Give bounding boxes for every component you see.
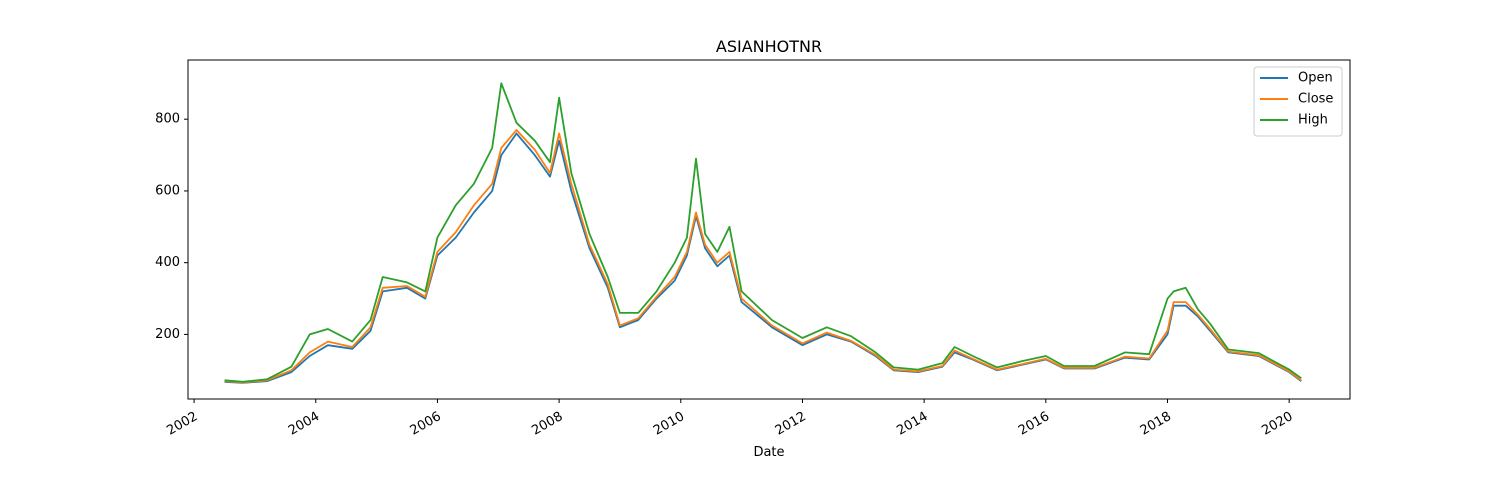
x-tick-label: 2004 xyxy=(286,409,322,439)
y-tick-label: 600 xyxy=(155,183,180,198)
legend-box xyxy=(1253,66,1343,137)
y-tick-label: 200 xyxy=(155,327,180,342)
x-axis: 2002 2004 2006 2008 2010 2012 2014 2016 2018 2020 xyxy=(164,399,1296,439)
x-axis-label: Date xyxy=(753,445,784,460)
x-tick-label: 2008 xyxy=(529,409,565,439)
legend: Open Close High xyxy=(1253,66,1343,137)
x-tick-label: 2012 xyxy=(773,409,809,439)
plot-frame xyxy=(187,59,1351,400)
x-tick-label: 2002 xyxy=(164,409,200,439)
legend-label-open: Open xyxy=(1298,71,1333,86)
y-axis: 200 400 600 800 xyxy=(155,112,188,342)
x-tick-label: 2016 xyxy=(1016,409,1052,439)
x-tick-label: 2010 xyxy=(651,409,687,439)
chart-title: ASIANHOTNR xyxy=(716,37,822,56)
legend-label-close: Close xyxy=(1298,92,1333,107)
x-tick-label: 2014 xyxy=(894,409,930,439)
series-group xyxy=(224,82,1302,384)
plot-area xyxy=(188,60,1350,399)
x-tick-label: 2018 xyxy=(1138,409,1174,439)
x-tick-label: 2020 xyxy=(1259,409,1295,439)
x-tick-label: 2006 xyxy=(408,409,444,439)
series-line-close xyxy=(224,129,1302,384)
legend-label-high: High xyxy=(1298,113,1328,128)
y-tick-label: 800 xyxy=(155,112,180,127)
y-tick-label: 400 xyxy=(155,255,180,270)
series-line-open xyxy=(224,132,1302,384)
series-line-high xyxy=(224,82,1302,383)
